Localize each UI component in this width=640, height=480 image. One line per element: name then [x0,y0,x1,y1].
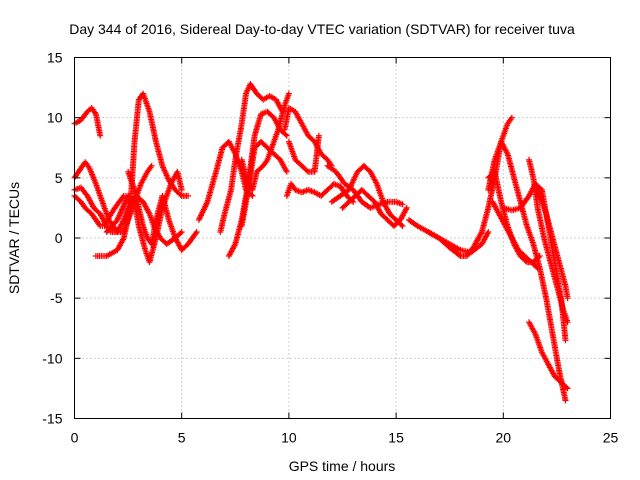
chart-title: Day 344 of 2016, Sidereal Day-to-day VTE… [69,21,575,37]
x-tick-labels: 0 5 10 15 20 25 [71,430,619,446]
series-markers-path [285,132,322,175]
series-markers-path [281,105,335,169]
series-arc-25 [526,156,571,326]
series-arc-21 [485,138,569,404]
y-tick-label: -5 [50,290,63,306]
series-arc-12 [238,90,292,193]
series-arc-13 [281,105,335,169]
y-tick-label: 10 [47,110,63,126]
series-markers-path [532,180,571,302]
y-tick-label: -15 [42,411,62,427]
series-markers-path [238,90,292,193]
series-markers-path [328,162,406,229]
series-markers-path [526,156,571,326]
series-arc-1 [71,105,104,139]
series-arc-23 [489,198,541,272]
x-tick-label: 15 [388,430,404,446]
series-arc-15 [283,180,357,205]
series-arc-14 [285,132,322,175]
series-arc-7 [125,168,200,253]
series-arc-27 [526,319,571,392]
y-tick-label: 5 [55,170,63,186]
y-tick-labels: -15 -10 -5 0 5 10 15 [42,50,62,427]
series-markers-path [339,186,410,229]
series-arc-17 [328,162,406,229]
y-tick-label: 0 [55,230,63,246]
y-axis-label: SDTVAR / TECUs [6,182,22,294]
series-markers-path [489,198,541,272]
series-markers-path [125,168,200,253]
series-markers-path [526,319,571,392]
y-tick-label: -10 [42,350,62,366]
series-arc-8 [195,138,256,223]
series-arc-26 [532,180,571,302]
y-tick-label: 15 [47,50,63,66]
x-tick-label: 5 [178,430,186,446]
x-tick-label: 0 [71,430,79,446]
x-tick-label: 25 [603,430,619,446]
series-markers [71,81,571,404]
series-markers-path [71,105,104,139]
axis-ticks [74,57,611,419]
series-markers-path [195,138,256,223]
series-markers-path [283,180,357,205]
x-tick-label: 20 [496,430,512,446]
series-arc-20 [425,229,492,256]
series-markers-path [425,229,492,256]
series-arc-9 [217,81,286,235]
x-axis-label: GPS time / hours [289,458,396,474]
series-markers-path [217,81,286,235]
series-arc-18 [339,186,410,229]
x-tick-label: 10 [281,430,297,446]
series-markers-path [485,138,569,404]
